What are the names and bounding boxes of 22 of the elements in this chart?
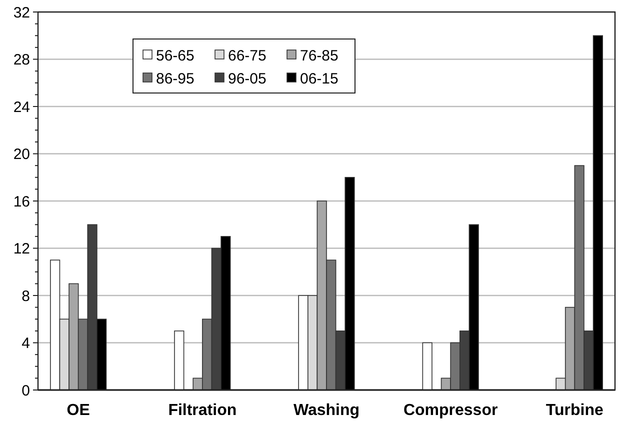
y-tick-label: 16 [13,193,30,210]
x-tick-label: Filtration [168,402,237,419]
y-tick-label: 12 [13,240,30,258]
y-tick-label: 32 [13,4,30,22]
x-tick-label: OE [66,402,90,419]
y-tick-label: 0 [22,382,30,400]
legend-label: 76-85 [300,47,338,64]
y-tick-label: 28 [13,52,30,68]
bar [174,330,184,390]
legend-label: 66-75 [228,47,266,64]
bar [422,342,432,390]
y-tick-label: 8 [22,288,30,305]
legend-label: 86-95 [156,70,194,88]
y-tick-label: 20 [13,146,30,163]
x-tick-label: Turbine [546,402,604,419]
x-tick-label: Washing [293,402,360,419]
legend-label: 96-05 [228,70,266,88]
legend-label: 56-65 [156,47,194,64]
x-tick-label: Compressor [403,402,498,419]
y-tick-label: 4 [22,335,30,352]
legend-label: 06-15 [300,70,338,88]
y-tick-label: 24 [13,98,30,116]
